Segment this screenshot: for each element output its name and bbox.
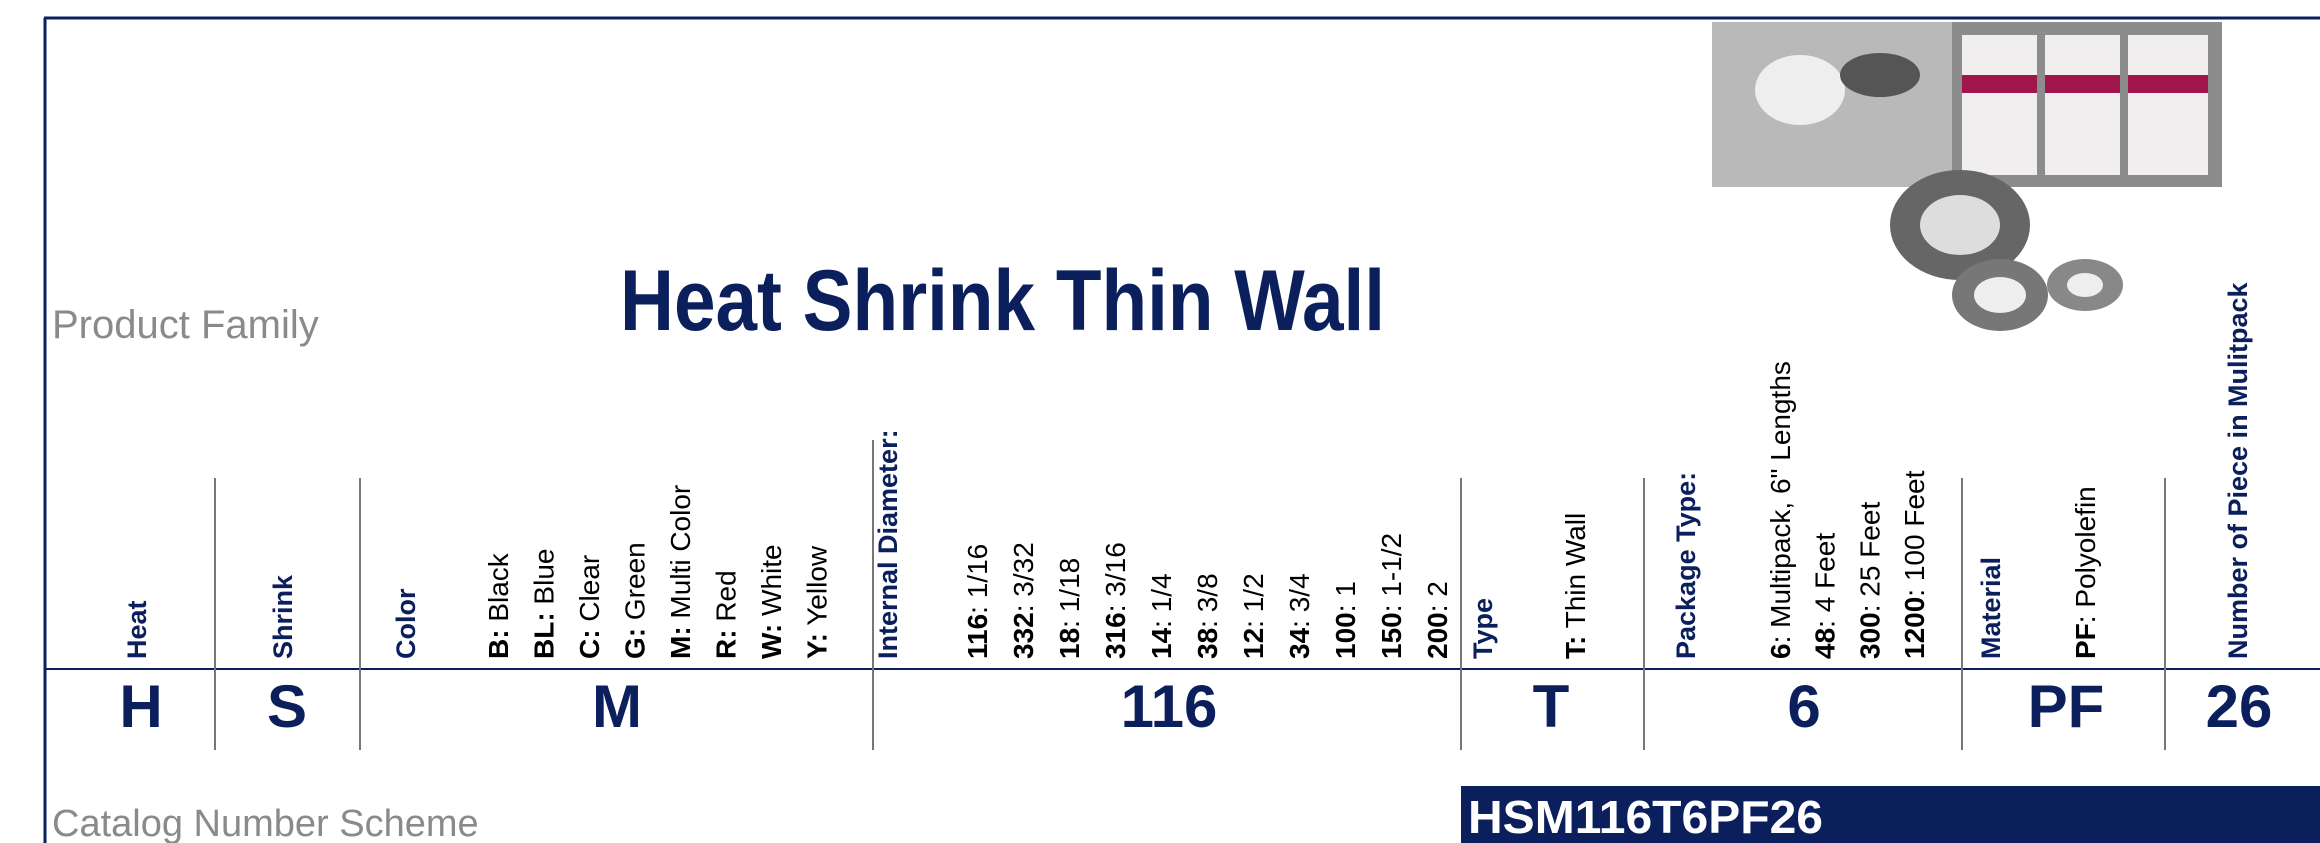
option: 100: 1 bbox=[1330, 581, 1361, 659]
option-code: 300 bbox=[1854, 612, 1885, 659]
option-text: Thin Wall bbox=[1560, 513, 1591, 636]
option-code: 116 bbox=[962, 614, 993, 659]
option-text: Green bbox=[620, 542, 651, 628]
option-text: : 1/18 bbox=[1054, 558, 1085, 628]
option-code: PF bbox=[2070, 623, 2101, 659]
option: 332: 3/32 bbox=[1008, 542, 1039, 659]
option-code: B: bbox=[483, 629, 514, 659]
column-header: Shrink bbox=[268, 574, 298, 659]
option: 300: 25 Feet bbox=[1854, 502, 1885, 659]
column-header: Type bbox=[1468, 598, 1498, 659]
column-value: 6 bbox=[1787, 673, 1820, 740]
option: 12: 1/2 bbox=[1238, 573, 1269, 659]
option-code: G: bbox=[620, 628, 651, 659]
column-header: Number of Piece in Mulitpack bbox=[2223, 281, 2253, 659]
option-text: : 1/2 bbox=[1238, 573, 1269, 627]
option: W: White bbox=[756, 544, 787, 659]
option-code: M: bbox=[665, 626, 696, 659]
option-code: 34 bbox=[1284, 627, 1315, 659]
option-text: : 100 Feet bbox=[1899, 470, 1930, 596]
option: PF: Polyolefin bbox=[2070, 486, 2101, 659]
option-code: 316 bbox=[1100, 612, 1131, 659]
option-code: 18 bbox=[1054, 628, 1085, 659]
option: 34: 3/4 bbox=[1284, 573, 1315, 659]
option-code: T: bbox=[1560, 636, 1591, 659]
option: T: Thin Wall bbox=[1560, 513, 1591, 659]
option-text: : 1/4 bbox=[1146, 573, 1177, 627]
option-text: Clear bbox=[574, 555, 605, 630]
option: 38: 3/8 bbox=[1192, 573, 1223, 659]
option-code: Y: bbox=[802, 633, 833, 659]
catalog-number: HSM116T6PF26 bbox=[1468, 791, 1823, 843]
option-code: R: bbox=[711, 629, 742, 659]
column-value: 26 bbox=[2206, 673, 2273, 740]
option: 150: 1-1/2 bbox=[1376, 533, 1407, 659]
option-code: BL: bbox=[529, 612, 560, 659]
option-text: : 25 Feet bbox=[1854, 502, 1885, 613]
page: Product Family Heat Shrink Thin Wall Cat… bbox=[0, 0, 2320, 843]
option: 18: 1/18 bbox=[1054, 558, 1085, 659]
option: 316: 3/16 bbox=[1100, 542, 1131, 659]
option: B: Black bbox=[483, 552, 514, 659]
product-family-label: Product Family bbox=[52, 303, 319, 347]
option: G: Green bbox=[620, 542, 651, 659]
option-code: 38 bbox=[1192, 628, 1223, 659]
option-text: : Polyolefin bbox=[2070, 486, 2101, 623]
option-text: Multi Color bbox=[665, 485, 696, 627]
option-text: Yellow bbox=[802, 545, 833, 633]
option-code: 6 bbox=[1765, 643, 1796, 659]
option-text: : 4 Feet bbox=[1810, 533, 1841, 628]
option-code: 332 bbox=[1008, 612, 1039, 659]
option-code: 12 bbox=[1238, 628, 1269, 659]
option-code: C: bbox=[574, 629, 605, 659]
catalog-scheme-label: Catalog Number Scheme bbox=[52, 803, 479, 843]
option-text: Black bbox=[483, 552, 514, 629]
product-photo bbox=[1712, 22, 2222, 331]
option: 116: 1/16 bbox=[962, 544, 993, 659]
option: C: Clear bbox=[574, 555, 605, 659]
column-value: PF bbox=[2028, 673, 2105, 740]
option: 48: 4 Feet bbox=[1810, 533, 1841, 659]
option: Y: Yellow bbox=[802, 545, 833, 659]
option-code: 150 bbox=[1376, 612, 1407, 659]
option-code: 1200 bbox=[1899, 597, 1930, 659]
column-header: Heat bbox=[122, 600, 152, 659]
option-text: : Multipack, 6" Lengths bbox=[1765, 361, 1796, 643]
option-text: : 3/4 bbox=[1284, 573, 1315, 627]
option-text: : 1/16 bbox=[962, 544, 993, 614]
option-code: 100 bbox=[1330, 612, 1361, 659]
option-text: : 1 bbox=[1330, 581, 1361, 612]
column-header: Material bbox=[1976, 557, 2006, 659]
option-text: Red bbox=[711, 570, 742, 629]
option-code: 200 bbox=[1422, 612, 1453, 659]
option: R: Red bbox=[711, 570, 742, 659]
option-text: : 2 bbox=[1422, 581, 1453, 612]
column-value: 116 bbox=[1121, 673, 1218, 740]
option: 1200: 100 Feet bbox=[1899, 470, 1930, 659]
option: 6: Multipack, 6" Lengths bbox=[1765, 361, 1796, 659]
column-value: M bbox=[592, 673, 642, 740]
option: BL: Blue bbox=[529, 549, 560, 659]
title: Heat Shrink Thin Wall bbox=[620, 253, 1385, 349]
column-header: Package Type: bbox=[1671, 472, 1701, 659]
option: 200: 2 bbox=[1422, 581, 1453, 659]
column-header: Color bbox=[391, 588, 421, 659]
column-header: Internal Diameter: bbox=[873, 429, 903, 659]
column-value: H bbox=[119, 673, 162, 740]
option: M: Multi Color bbox=[665, 485, 696, 659]
option-text: Blue bbox=[529, 549, 560, 613]
option-code: 48 bbox=[1810, 628, 1841, 659]
option-text: : 3/16 bbox=[1100, 542, 1131, 612]
option-code: 14 bbox=[1146, 627, 1177, 659]
option: 14: 1/4 bbox=[1146, 573, 1177, 659]
option-text: : 3/32 bbox=[1008, 542, 1039, 612]
option-code: W: bbox=[756, 624, 787, 659]
column-value: T bbox=[1533, 673, 1570, 740]
option-text: : 1-1/2 bbox=[1376, 533, 1407, 612]
column-value: S bbox=[267, 673, 307, 740]
option-text: : 3/8 bbox=[1192, 573, 1223, 627]
option-text: White bbox=[756, 544, 787, 623]
